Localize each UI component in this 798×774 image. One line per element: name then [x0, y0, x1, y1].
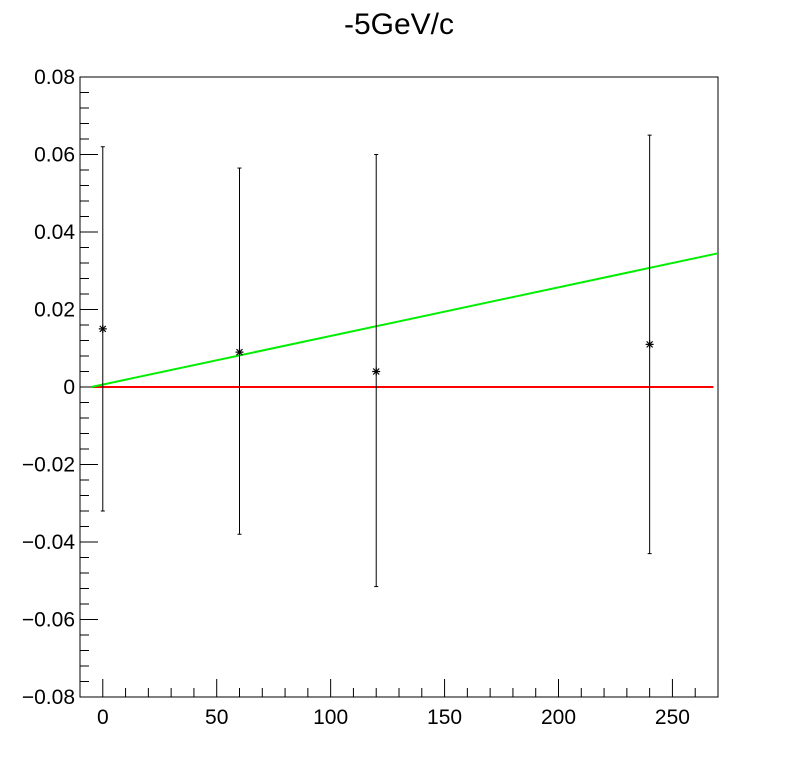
chart-title: -5GeV/c — [343, 8, 455, 41]
x-tick-label: 250 — [655, 706, 690, 729]
y-tick-label: 0 — [63, 376, 75, 399]
y-tick-label: −0.02 — [22, 454, 75, 477]
y-tick-label: −0.06 — [22, 609, 75, 632]
y-tick-label: −0.08 — [22, 686, 75, 709]
data-point — [372, 367, 381, 376]
y-tick-label: 0.02 — [34, 299, 75, 322]
x-tick-label: 150 — [427, 706, 462, 729]
y-tick-label: 0.06 — [34, 144, 75, 167]
data-point — [645, 340, 654, 349]
y-tick-label: 0.04 — [34, 221, 75, 244]
x-tick-label: 50 — [205, 706, 228, 729]
x-tick-label: 0 — [97, 706, 109, 729]
fit-lines — [91, 252, 719, 388]
y-tick-label: 0.08 — [34, 66, 75, 89]
series-line — [91, 252, 719, 388]
data-point — [98, 324, 107, 333]
axes: 0 50 100 150 200 250 −0.08 −0.06 −0.04 −0.02 0 0.02… — [22, 66, 719, 729]
x-tick-label: 100 — [313, 706, 348, 729]
data-points — [98, 134, 654, 588]
data-point — [235, 348, 244, 357]
x-tick-label: 200 — [541, 706, 576, 729]
y-tick-label: −0.04 — [22, 531, 75, 554]
